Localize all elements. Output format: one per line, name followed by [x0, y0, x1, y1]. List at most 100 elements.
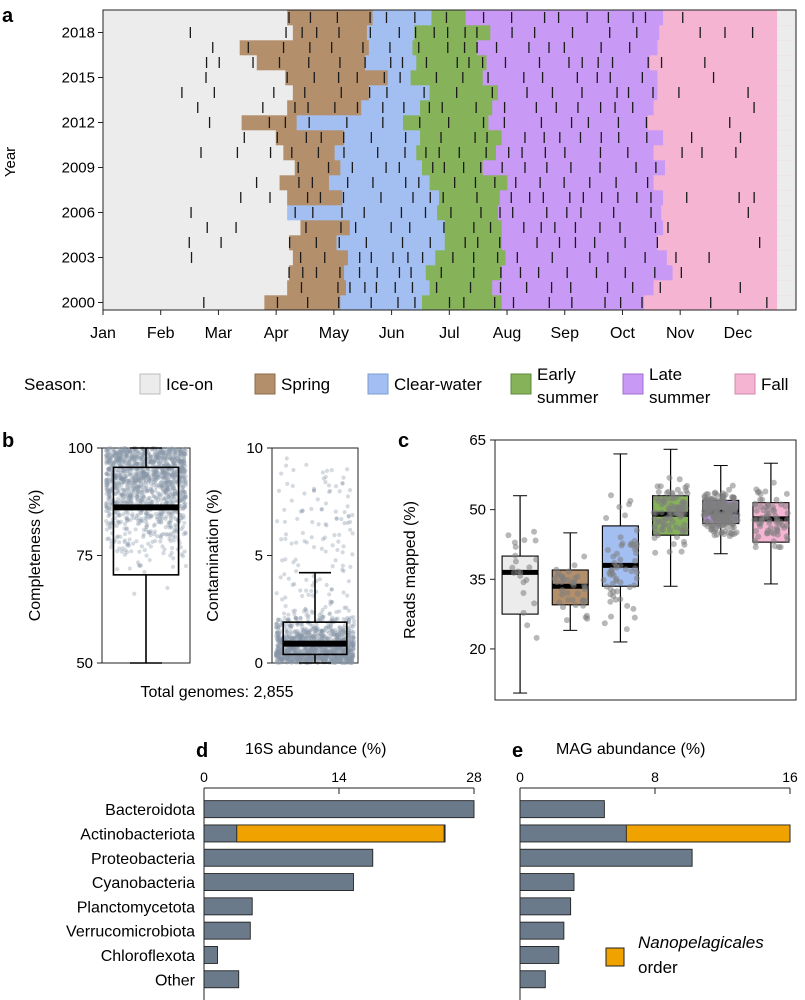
spring-point — [560, 604, 567, 611]
contamination-point — [320, 635, 325, 641]
completeness-point — [142, 475, 148, 481]
contamination-point — [277, 645, 282, 650]
completeness-point — [106, 508, 111, 514]
contamination-point — [276, 633, 281, 639]
completeness-point — [134, 470, 139, 475]
contamination-point — [292, 657, 297, 662]
completeness-point — [104, 478, 109, 483]
early-summer-point — [679, 498, 686, 505]
early-summer-point — [684, 482, 691, 489]
contamination-point — [348, 641, 353, 646]
completeness-point — [118, 519, 124, 524]
contamination-point — [285, 617, 291, 622]
completeness-point — [135, 477, 140, 483]
contamination-point — [344, 656, 350, 661]
season-cell-late-2002 — [501, 265, 673, 281]
completeness-point — [172, 454, 177, 459]
completeness-point — [138, 455, 144, 460]
season-cell-clear-2010 — [334, 145, 417, 161]
completeness-point — [117, 450, 122, 456]
contamination-point — [341, 628, 346, 634]
completeness-point — [106, 481, 111, 486]
completeness-point — [137, 521, 142, 526]
completeness-point — [136, 484, 142, 489]
completeness-point — [141, 534, 146, 539]
completeness-point — [178, 474, 184, 479]
completeness-point — [136, 454, 141, 459]
completeness-point — [125, 450, 130, 455]
completeness-point — [164, 492, 169, 497]
year-tick-label-2012: 2012 — [62, 115, 95, 132]
completeness-point — [118, 534, 123, 539]
contamination-point — [349, 660, 355, 665]
completeness-point — [143, 527, 149, 532]
completeness-point — [180, 459, 185, 464]
completeness-point — [181, 454, 187, 459]
contamination-point — [316, 654, 321, 659]
contamination-point — [276, 624, 281, 630]
completeness-point — [154, 476, 159, 481]
contamination-point — [348, 647, 353, 653]
completeness-point — [116, 453, 121, 458]
clear-water-point — [609, 570, 616, 577]
completeness-point — [108, 455, 113, 461]
contamination-point — [315, 627, 320, 632]
contamination-point — [323, 649, 328, 654]
contamination-point — [343, 660, 348, 665]
contamination-point — [326, 636, 331, 641]
clear-water-point — [608, 492, 615, 499]
completeness-point — [135, 452, 140, 457]
late-summer-point — [732, 500, 739, 507]
completeness-point — [157, 510, 162, 516]
contamination-point — [288, 623, 293, 628]
completeness-point — [110, 460, 115, 465]
contamination-point — [334, 634, 339, 639]
completeness-point — [171, 556, 176, 561]
contamination-point — [312, 649, 317, 654]
completeness-point — [152, 522, 157, 527]
spring-point — [560, 575, 567, 582]
completeness-point — [159, 458, 164, 463]
contamination-point — [320, 634, 325, 639]
completeness-point — [178, 498, 183, 503]
completeness-point — [120, 487, 126, 492]
contamination-point — [316, 654, 321, 659]
completeness-point — [156, 520, 161, 525]
contamination-point — [294, 631, 299, 636]
contamination-point — [300, 622, 305, 627]
completeness-point — [153, 538, 158, 544]
completeness-point — [135, 497, 140, 502]
contamination-point — [349, 652, 354, 657]
late-summer-point — [701, 501, 708, 508]
panel-label-c: c — [398, 430, 409, 452]
contamination-point — [292, 655, 297, 660]
ice-on-point — [505, 532, 512, 539]
early-summer-point — [662, 495, 669, 502]
completeness-point — [147, 495, 152, 501]
completeness-point — [136, 563, 142, 568]
completeness-point — [119, 477, 125, 482]
clear-water-point — [632, 557, 639, 564]
contamination-point — [274, 652, 279, 657]
contamination-point — [274, 653, 279, 658]
fall-point — [784, 510, 791, 517]
contamination-point — [292, 657, 297, 662]
season-cell-early-2018 — [414, 25, 491, 41]
completeness-point — [160, 487, 165, 492]
completeness-point — [147, 460, 152, 465]
completeness-point — [135, 521, 141, 527]
spring-point — [564, 589, 571, 596]
season-cell-clear-2019 — [372, 10, 432, 26]
contamination-point — [277, 635, 282, 640]
contamination-point — [274, 650, 279, 656]
contamination-point — [295, 654, 300, 659]
contamination-point — [337, 650, 342, 655]
completeness-point — [181, 459, 186, 464]
contamination-point — [285, 656, 290, 662]
completeness-point — [181, 506, 186, 511]
completeness-point — [158, 483, 163, 488]
completeness-point — [132, 478, 137, 483]
completeness-point — [166, 477, 171, 482]
completeness-point — [171, 500, 176, 506]
season-cell-clear-2018 — [366, 25, 415, 41]
